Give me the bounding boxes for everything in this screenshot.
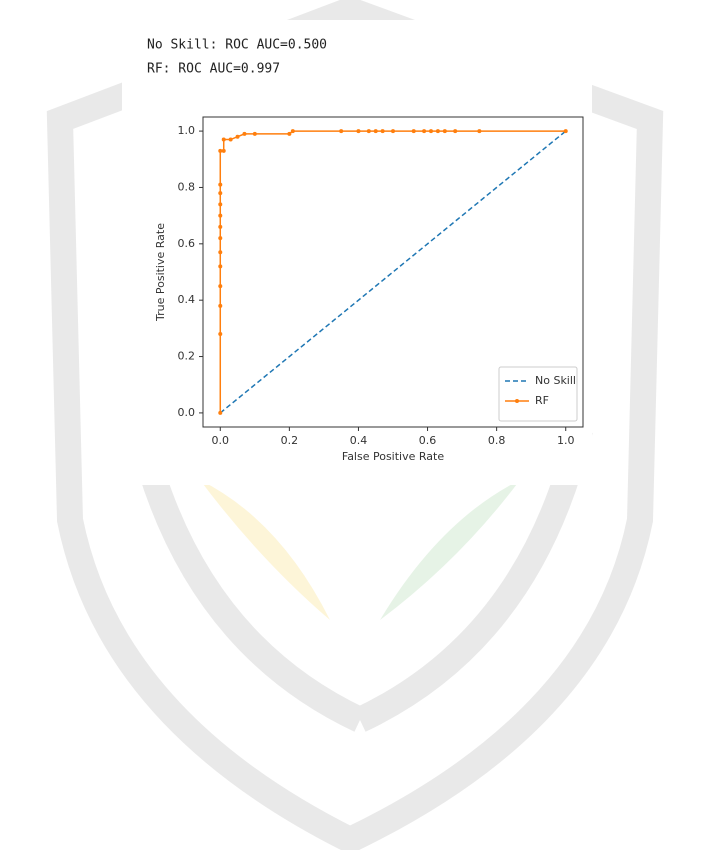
point [218, 191, 222, 195]
point [429, 129, 433, 133]
x-tick-label: 0.2 [281, 434, 299, 447]
legend-marker [515, 399, 519, 403]
y-axis-label: True Positive Rate [154, 223, 167, 322]
point [436, 129, 440, 133]
point [381, 129, 385, 133]
chart: 0.0 0.2 0.4 0.6 0.8 1.0 0.0 0.2 0.4 0.6 0.8 1.0 Fals… [154, 117, 583, 463]
point [253, 132, 257, 136]
y-tick-label: 0.8 [178, 180, 196, 193]
screen: No Skill: ROC AUC=0.500 RF: ROC AUC=0.99… [0, 0, 714, 850]
point [287, 132, 291, 136]
point [218, 149, 222, 153]
x-tick-label: 0.4 [350, 434, 368, 447]
legend-label: RF [535, 394, 549, 407]
point [477, 129, 481, 133]
point [422, 129, 426, 133]
x-tick-label: 0.8 [488, 434, 506, 447]
point [443, 129, 447, 133]
point [218, 284, 222, 288]
point [564, 129, 568, 133]
point [218, 225, 222, 229]
legend-label: No Skill [535, 374, 576, 387]
console-line: No Skill: ROC AUC=0.500 [147, 38, 327, 53]
x-tick-label: 0.0 [212, 434, 230, 447]
point [242, 132, 246, 136]
point [218, 332, 222, 336]
point [453, 129, 457, 133]
point [218, 250, 222, 254]
point [218, 236, 222, 240]
point [222, 138, 226, 142]
x-tick-label: 0.6 [419, 434, 437, 447]
point [339, 129, 343, 133]
point [367, 129, 371, 133]
point [218, 411, 222, 415]
point [236, 135, 240, 139]
y-tick-label: 0.0 [178, 406, 196, 419]
point [218, 264, 222, 268]
point [218, 214, 222, 218]
point [222, 149, 226, 153]
point [391, 129, 395, 133]
point [229, 138, 233, 142]
y-tick-label: 0.4 [178, 293, 196, 306]
point [356, 129, 360, 133]
y-tick-label: 0.2 [178, 350, 196, 363]
y-tick-label: 1.0 [178, 124, 196, 137]
point [291, 129, 295, 133]
point [218, 202, 222, 206]
y-tick-label: 0.6 [178, 237, 196, 250]
console-line: RF: ROC AUC=0.997 [147, 62, 280, 77]
point [412, 129, 416, 133]
point [374, 129, 378, 133]
point [218, 304, 222, 308]
x-tick-label: 1.0 [557, 434, 575, 447]
point [218, 183, 222, 187]
x-axis-label: False Positive Rate [342, 450, 444, 463]
page: No Skill: ROC AUC=0.500 RF: ROC AUC=0.99… [0, 0, 714, 850]
